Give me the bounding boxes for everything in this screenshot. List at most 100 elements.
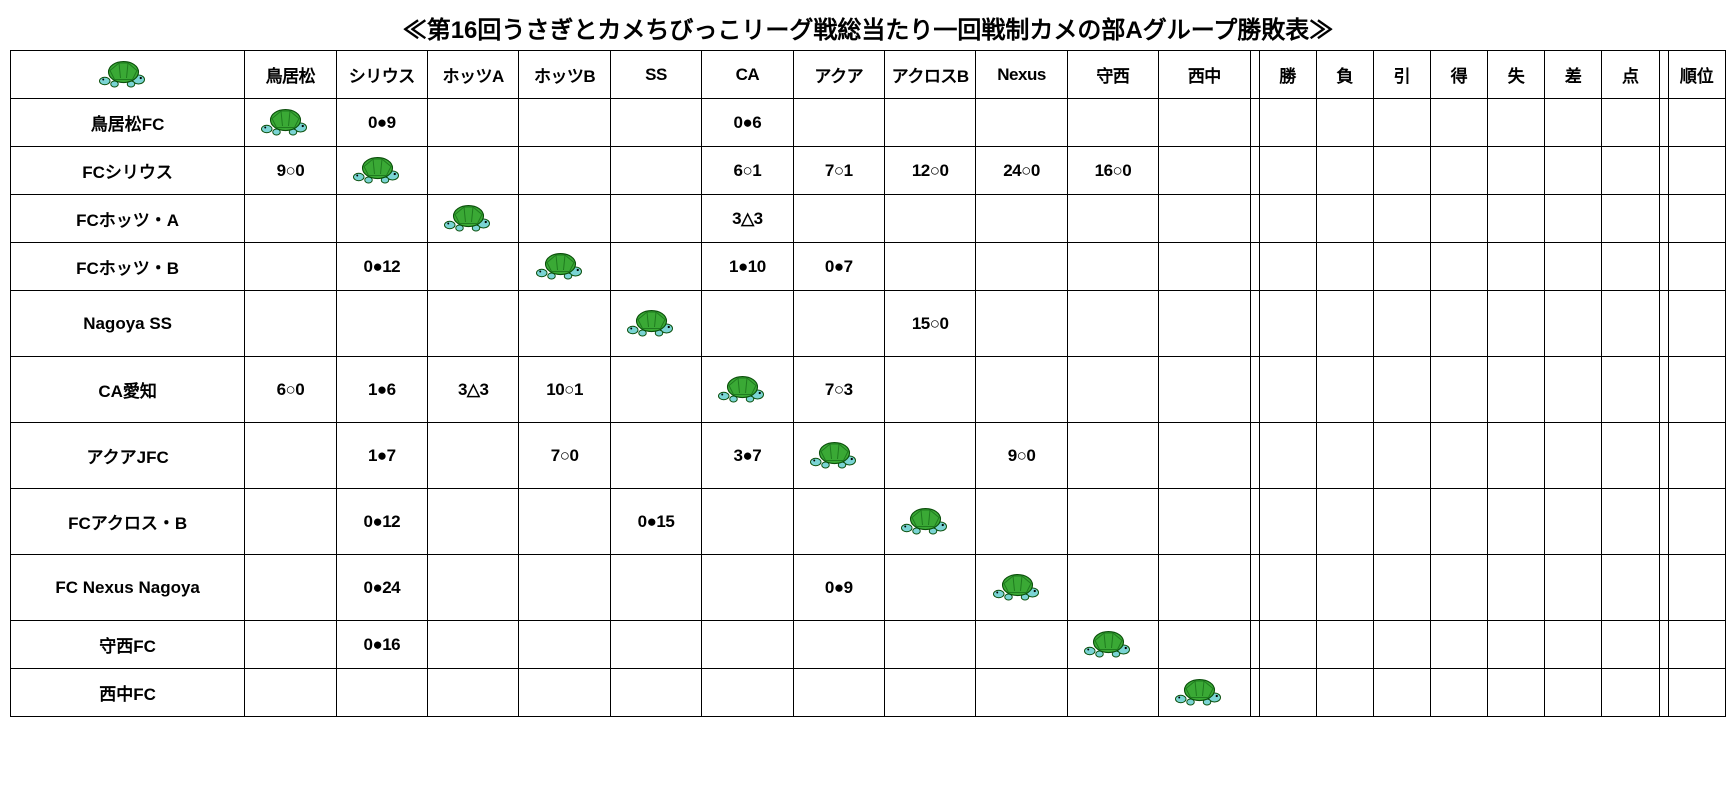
team-name-cell: FCアクロス・B: [11, 489, 245, 555]
stat-cell: [1316, 669, 1373, 717]
stat-cell: [1373, 99, 1430, 147]
result-cell: [793, 621, 884, 669]
stat-cell: [1373, 423, 1430, 489]
team-name-cell: FCホッツ・B: [11, 243, 245, 291]
result-cell: [1159, 423, 1250, 489]
opponent-header: 西中: [1159, 51, 1250, 99]
result-cell: [1067, 489, 1158, 555]
stat-cell: [1488, 357, 1545, 423]
result-cell: 10○1: [519, 357, 610, 423]
opponent-header: シリウス: [336, 51, 427, 99]
stat-cell: [1545, 291, 1602, 357]
diagonal-cell: [1067, 621, 1158, 669]
result-cell: [884, 555, 975, 621]
result-cell: [428, 291, 519, 357]
result-cell: [428, 243, 519, 291]
stat-cell: [1602, 669, 1659, 717]
result-cell: [610, 243, 701, 291]
stat-cell: [1545, 147, 1602, 195]
result-cell: [793, 669, 884, 717]
result-cell: [1159, 195, 1250, 243]
result-cell: [1067, 243, 1158, 291]
stat-cell: [1488, 621, 1545, 669]
team-row: アクアJFC1●77○03●7 9○0: [11, 423, 1726, 489]
result-cell: [1067, 195, 1158, 243]
result-cell: 24○0: [976, 147, 1067, 195]
result-cell: 0●12: [336, 243, 427, 291]
stat-cell: [1259, 147, 1316, 195]
result-cell: [245, 489, 336, 555]
result-cell: [245, 195, 336, 243]
result-cell: [245, 291, 336, 357]
result-cell: 0●9: [336, 99, 427, 147]
separator: [1659, 423, 1668, 489]
opponent-header: CA: [702, 51, 793, 99]
turtle-icon: [1174, 672, 1234, 708]
team-name-cell: アクアJFC: [11, 423, 245, 489]
stat-header: 勝: [1259, 51, 1316, 99]
result-cell: [1067, 99, 1158, 147]
result-cell: [519, 621, 610, 669]
result-cell: [428, 99, 519, 147]
stat-cell: [1316, 99, 1373, 147]
separator: [1659, 51, 1668, 99]
result-cell: [884, 195, 975, 243]
result-cell: [1067, 291, 1158, 357]
stat-header: 負: [1316, 51, 1373, 99]
stat-cell: [1259, 291, 1316, 357]
result-cell: 3△3: [428, 357, 519, 423]
team-name-cell: 守西FC: [11, 621, 245, 669]
result-cell: [976, 621, 1067, 669]
stat-cell: [1373, 195, 1430, 243]
team-row: 西中FC: [11, 669, 1726, 717]
header-row: 鳥居松シリウスホッツAホッツBSSCAアクアアクロスBNexus守西西中勝負引得…: [11, 51, 1726, 99]
stat-cell: [1431, 621, 1488, 669]
result-cell: [519, 195, 610, 243]
stat-cell: [1316, 621, 1373, 669]
diagonal-cell: [428, 195, 519, 243]
result-cell: [519, 489, 610, 555]
result-cell: [793, 489, 884, 555]
separator: [1250, 195, 1259, 243]
result-cell: [245, 423, 336, 489]
page-title: ≪第16回うさぎとカメちびっこリーグ戦総当たり一回戦制カメの部Aグループ勝敗表≫: [10, 10, 1726, 45]
result-cell: 0●7: [793, 243, 884, 291]
result-cell: [336, 669, 427, 717]
stat-cell: [1545, 555, 1602, 621]
separator: [1659, 243, 1668, 291]
result-cell: 3△3: [702, 195, 793, 243]
result-cell: [1159, 291, 1250, 357]
team-name-cell: FCホッツ・A: [11, 195, 245, 243]
result-cell: [1067, 669, 1158, 717]
result-cell: [610, 147, 701, 195]
result-cell: 1●7: [336, 423, 427, 489]
result-cell: [884, 621, 975, 669]
opponent-header: SS: [610, 51, 701, 99]
stat-header: 失: [1488, 51, 1545, 99]
turtle-icon: [900, 501, 960, 537]
separator: [1250, 423, 1259, 489]
rank-cell: [1668, 669, 1725, 717]
stat-cell: [1602, 195, 1659, 243]
stat-cell: [1602, 147, 1659, 195]
result-cell: [245, 669, 336, 717]
team-row: FC Nexus Nagoya0●240●9: [11, 555, 1726, 621]
result-cell: 7○3: [793, 357, 884, 423]
stat-cell: [1431, 555, 1488, 621]
result-cell: [976, 195, 1067, 243]
stat-cell: [1316, 489, 1373, 555]
result-cell: [245, 243, 336, 291]
rank-cell: [1668, 243, 1725, 291]
diagonal-cell: [336, 147, 427, 195]
result-cell: [976, 99, 1067, 147]
stat-cell: [1431, 147, 1488, 195]
separator: [1659, 489, 1668, 555]
separator: [1250, 243, 1259, 291]
opponent-header: アクア: [793, 51, 884, 99]
stat-cell: [1602, 357, 1659, 423]
stat-cell: [1545, 357, 1602, 423]
turtle-icon: [260, 102, 320, 138]
turtle-icon: [626, 303, 686, 339]
stat-cell: [1431, 489, 1488, 555]
result-cell: 0●15: [610, 489, 701, 555]
